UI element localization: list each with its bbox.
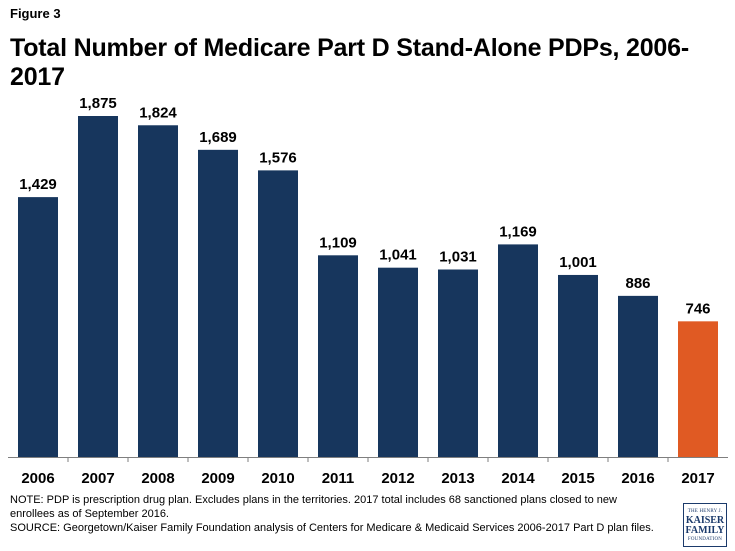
bar-2014 [498, 244, 538, 457]
note-line-1: NOTE: PDP is prescription drug plan. Exc… [10, 494, 617, 506]
data-label-2011: 1,109 [319, 234, 357, 251]
note-line-2: enrollees as of September 2016. [10, 508, 169, 520]
x-tick-label-2007: 2007 [81, 470, 114, 487]
x-tick-label-2015: 2015 [561, 470, 594, 487]
logo-line-2: KAISER [685, 514, 725, 526]
x-tick-label-2009: 2009 [201, 470, 234, 487]
data-label-2010: 1,576 [259, 149, 297, 166]
data-label-2016: 886 [625, 275, 650, 292]
x-tick-label-2012: 2012 [381, 470, 414, 487]
x-tick-label-2008: 2008 [141, 470, 174, 487]
bar-2015 [558, 274, 598, 457]
chart-title: Total Number of Medicare Part D Stand-Al… [10, 34, 689, 91]
x-tick-label-2016: 2016 [621, 470, 654, 487]
x-tick-label-2011: 2011 [322, 470, 355, 487]
bar-2008 [138, 125, 178, 457]
data-label-2013: 1,031 [439, 248, 477, 265]
data-label-2015: 1,001 [559, 254, 597, 271]
data-label-2014: 1,169 [499, 223, 537, 240]
bar-2006 [18, 197, 58, 457]
x-tick-label-2013: 2013 [441, 470, 474, 487]
logo-line-3: FAMILY [685, 524, 725, 536]
chart-notes: NOTE: PDP is prescription drug plan. Exc… [10, 493, 665, 535]
bar-2017 [678, 321, 718, 457]
kff-logo: THE HENRY J. KAISER FAMILY FOUNDATION [683, 503, 727, 547]
logo-line-1: THE HENRY J. [687, 508, 723, 514]
logo-line-4: FOUNDATION [687, 536, 723, 542]
figure-label: Figure 3 [10, 6, 61, 21]
x-tick-label-2006: 2006 [21, 470, 54, 487]
x-tick-label-2014: 2014 [501, 470, 535, 487]
data-label-2008: 1,824 [139, 104, 177, 121]
source-line: SOURCE: Georgetown/Kaiser Family Foundat… [10, 522, 654, 534]
bar-2013 [438, 269, 478, 457]
bar-2007 [78, 116, 118, 457]
bar-2012 [378, 267, 418, 457]
bar-2016 [618, 295, 658, 457]
bar-2009 [198, 149, 238, 457]
bar-2011 [318, 255, 358, 457]
data-label-2012: 1,041 [379, 247, 417, 264]
bar-2010 [258, 170, 298, 458]
x-tick-label-2017: 2017 [681, 470, 714, 487]
data-label-2006: 1,429 [19, 176, 57, 193]
bar-chart: 1,429 2006 1,875 2007 1,824 2008 1,689 2009 1,57… [8, 95, 728, 487]
data-label-2007: 1,875 [79, 95, 117, 112]
data-label-2009: 1,689 [199, 129, 237, 146]
data-label-2017: 746 [685, 300, 710, 317]
x-tick-label-2010: 2010 [261, 470, 294, 487]
